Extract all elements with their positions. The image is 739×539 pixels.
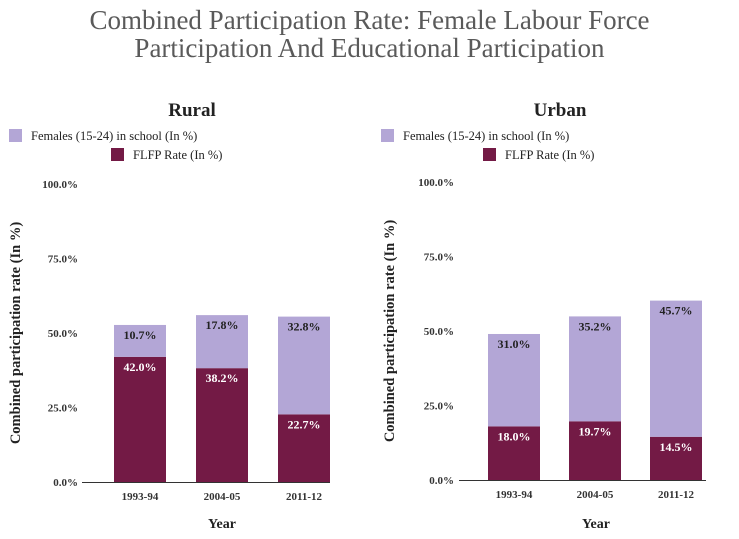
- rural-y-tick-label: 25.0%: [48, 403, 78, 415]
- urban-data-label-flfp: 18.0%: [498, 429, 531, 443]
- urban-legend-flfp-label: FLFP Rate (In %): [505, 148, 594, 162]
- rural-legend-flfp-label: FLFP Rate (In %): [133, 148, 222, 162]
- urban-legend-school-swatch: [381, 129, 394, 142]
- urban-data-label-school: 31.0%: [498, 337, 531, 351]
- urban-x-tick-label: 2011-12: [658, 489, 695, 501]
- chart-title: Combined Participation Rate: Female Labo…: [0, 6, 739, 62]
- rural-x-tick-label: 1993-94: [122, 491, 159, 503]
- rural-bar-flfp-2011-12: [278, 414, 330, 482]
- urban-bar-flfp-1993-94: [488, 426, 540, 480]
- urban-data-label-school: 35.2%: [579, 319, 612, 333]
- urban-y-tick-label: 75.0%: [424, 252, 454, 264]
- rural-data-label-school: 32.8%: [288, 320, 321, 334]
- urban-bar-school-2011-12: [650, 300, 702, 437]
- urban-legend-school-label: Females (15-24) in school (In %): [403, 129, 569, 143]
- rural-bar-flfp-1993-94: [114, 356, 166, 482]
- urban-data-label-flfp: 14.5%: [660, 440, 693, 454]
- rural-data-label-school: 10.7%: [124, 328, 157, 342]
- urban-x-tick-label: 2004-05: [577, 489, 614, 501]
- urban-panel-title: Urban: [534, 100, 587, 121]
- chart-title-line-2: Participation And Educational Participat…: [134, 33, 605, 63]
- rural-y-axis-label: Combined participation rate (In %): [8, 222, 24, 445]
- urban-y-tick-label: 50.0%: [424, 326, 454, 338]
- urban-x-tick-label: 1993-94: [496, 489, 533, 501]
- urban-bar-school-2004-05: [569, 316, 621, 422]
- rural-panel-title: Rural: [168, 100, 216, 121]
- rural-y-tick-label: 50.0%: [48, 328, 78, 340]
- urban-data-label-school: 45.7%: [660, 304, 693, 318]
- rural-bar-flfp-2004-05: [196, 368, 248, 482]
- rural-x-tick-label: 2011-12: [286, 491, 323, 503]
- rural-data-label-flfp: 22.7%: [288, 417, 321, 431]
- urban-y-axis-label: Combined participation rate (In %): [382, 220, 398, 443]
- rural-data-label-school: 17.8%: [206, 318, 239, 332]
- chart-title-line-1: Combined Participation Rate: Female Labo…: [89, 5, 650, 35]
- rural-y-tick-label: 100.0%: [42, 179, 78, 191]
- rural-bar-school-2011-12: [278, 316, 330, 415]
- rural-legend-school-label: Females (15-24) in school (In %): [31, 129, 197, 143]
- urban-data-label-flfp: 19.7%: [579, 424, 612, 438]
- rural-x-tick-label: 2004-05: [204, 491, 241, 503]
- rural-data-label-flfp: 38.2%: [206, 371, 239, 385]
- rural-y-tick-label: 75.0%: [48, 254, 78, 266]
- rural-x-axis-label: Year: [208, 517, 236, 532]
- urban-x-axis-label: Year: [582, 517, 610, 532]
- urban-y-tick-label: 0.0%: [429, 475, 454, 487]
- urban-y-tick-label: 100.0%: [418, 177, 454, 189]
- rural-bar-school-2004-05: [196, 315, 248, 369]
- urban-bar-flfp-2011-12: [650, 436, 702, 480]
- urban-bar-flfp-2004-05: [569, 421, 621, 480]
- urban-y-tick-label: 25.0%: [424, 401, 454, 413]
- urban-legend-flfp-swatch: [483, 148, 496, 161]
- rural-legend-school-swatch: [9, 129, 22, 142]
- rural-bar-school-1993-94: [114, 324, 166, 357]
- rural-data-label-flfp: 42.0%: [124, 360, 157, 374]
- rural-y-tick-label: 0.0%: [53, 477, 78, 489]
- urban-bar-school-1993-94: [488, 333, 540, 427]
- rural-legend-flfp-swatch: [111, 148, 124, 161]
